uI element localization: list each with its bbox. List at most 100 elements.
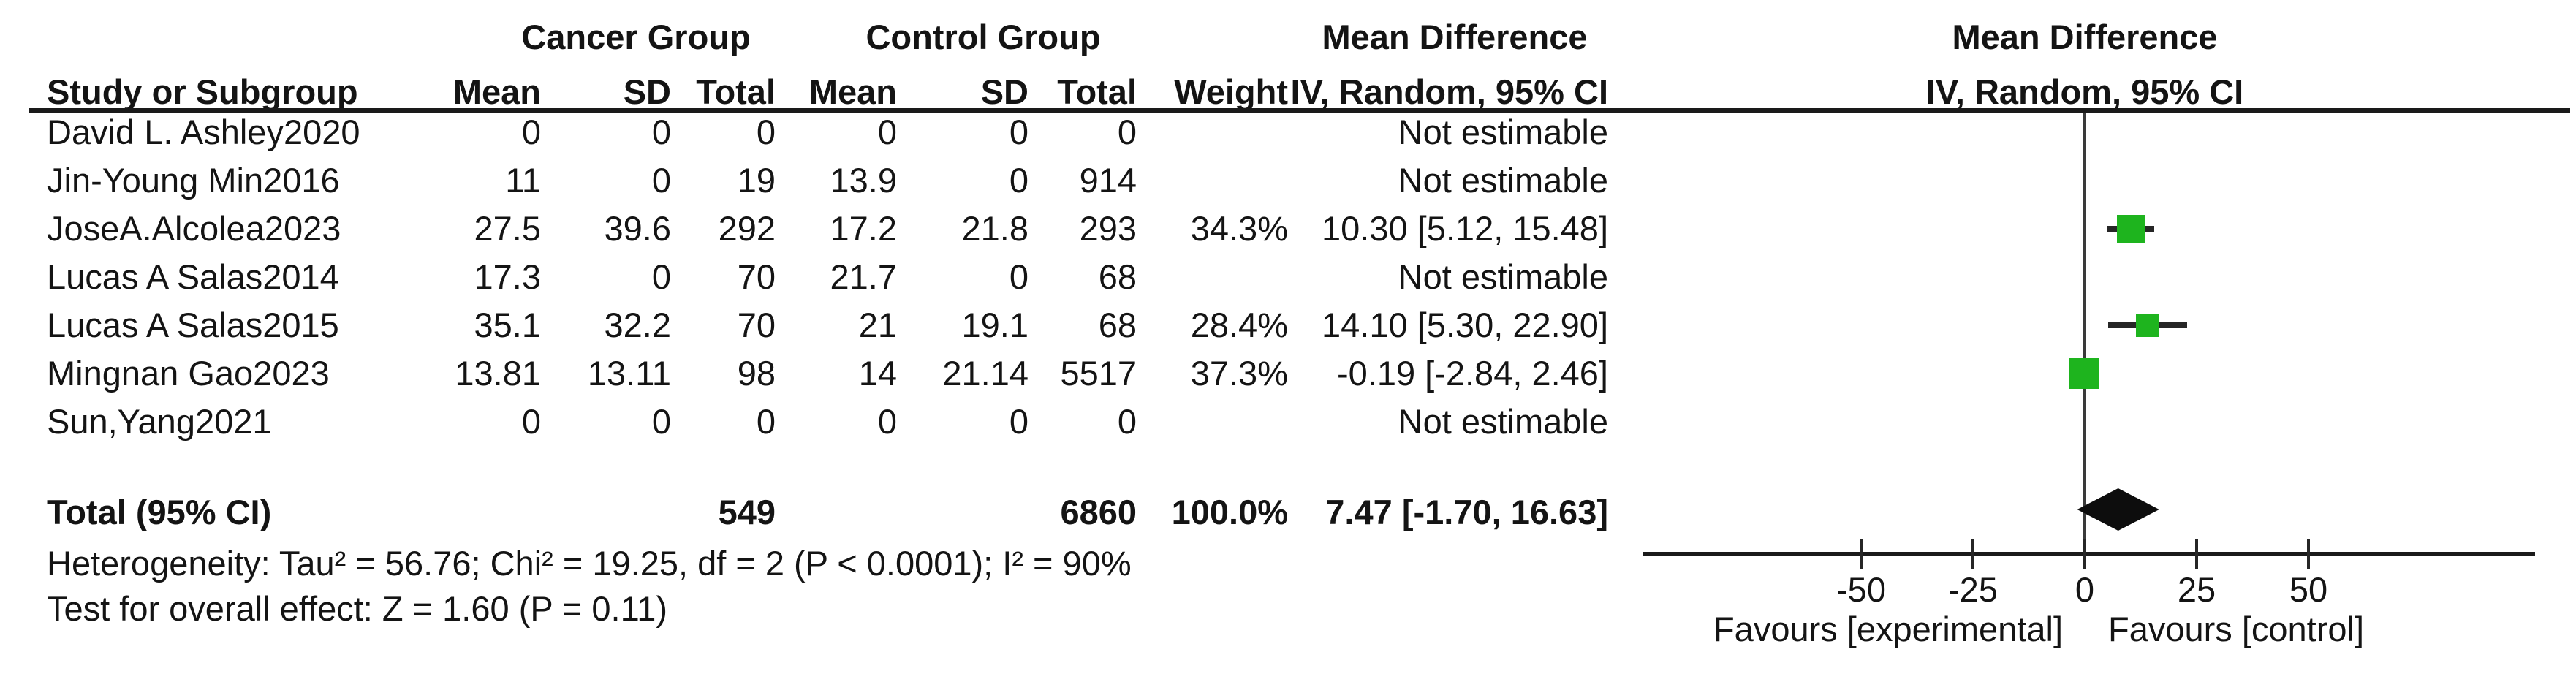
cell-total2: 0 (1117, 113, 1137, 151)
cell-ci: -0.19 [-2.84, 2.46] (1336, 354, 1608, 393)
cell-ci: Not estimable (1398, 257, 1608, 296)
heterogeneity-note: Heterogeneity: Tau² = 56.76; Chi² = 19.2… (47, 544, 1132, 583)
effect-square (2068, 358, 2099, 389)
axis-tick-label: 25 (2177, 570, 2216, 609)
cell-sd1: 0 (651, 402, 671, 441)
cell-sd2: 0 (1009, 257, 1028, 296)
cell-mean1: 0 (521, 402, 541, 441)
cell-mean1: 13.81 (455, 354, 541, 393)
axis-tick-label: 50 (2289, 570, 2328, 609)
study-name: Lucas A Salas2014 (47, 257, 339, 296)
cell-total1: 19 (737, 161, 776, 200)
plot-method: IV, Random, 95% CI (1925, 72, 2244, 111)
study-name: David L. Ashley2020 (47, 113, 360, 151)
cell-ci: 10.30 [5.12, 15.48] (1322, 209, 1608, 248)
x-axis-line (1643, 552, 2535, 556)
cell-sd1: 32.2 (604, 306, 671, 344)
cell-total1: 70 (737, 306, 776, 344)
cell-sd1: 0 (651, 113, 671, 151)
header-rule (29, 108, 2570, 113)
study-name: Mingnan Gao2023 (47, 354, 330, 393)
col-header-1: SD (623, 72, 671, 111)
study-name: JoseA.Alcolea2023 (47, 209, 341, 248)
study-name: Sun,Yang2021 (47, 402, 272, 441)
cell-mean2: 0 (877, 113, 897, 151)
cell-sd2: 21.8 (961, 209, 1028, 248)
cell-mean2: 0 (877, 402, 897, 441)
cell-sd1: 0 (651, 161, 671, 200)
cell-ci: 14.10 [5.30, 22.90] (1322, 306, 1608, 344)
plot-title: Mean Difference (1952, 18, 2218, 56)
col-header-7: IV, Random, 95% CI (1290, 72, 1608, 111)
cell-mean1: 27.5 (474, 209, 541, 248)
cell-ci: Not estimable (1398, 113, 1608, 151)
cell-total1: 70 (737, 257, 776, 296)
cell-sd2: 0 (1009, 113, 1028, 151)
total-control-n: 6860 (1060, 493, 1137, 531)
col-header-6: Weight (1174, 72, 1288, 111)
axis-tick (1971, 539, 1974, 569)
axis-tick-label: 0 (2075, 570, 2095, 609)
cell-total1: 0 (756, 113, 776, 151)
cell-mean2: 21 (858, 306, 897, 344)
cell-ci: Not estimable (1398, 402, 1608, 441)
cell-total1: 98 (737, 354, 776, 393)
summary-diamond (2077, 488, 2159, 531)
col-header-3: Mean (808, 72, 897, 111)
cell-mean1: 17.3 (474, 257, 541, 296)
cell-weight: 37.3% (1190, 354, 1288, 393)
overall-effect-note: Test for overall effect: Z = 1.60 (P = 0… (47, 589, 668, 628)
cell-total1: 0 (756, 402, 776, 441)
cell-total2: 914 (1079, 161, 1137, 200)
cell-mean1: 35.1 (474, 306, 541, 344)
cell-sd2: 21.14 (942, 354, 1028, 393)
axis-tick (2083, 539, 2086, 569)
total-ci: 7.47 [-1.70, 16.63] (1325, 493, 1608, 531)
col-header-study: Study or Subgroup (47, 72, 358, 111)
col-header-0: Mean (452, 72, 541, 111)
cell-total2: 68 (1098, 257, 1137, 296)
cell-ci: Not estimable (1398, 161, 1608, 200)
cell-weight: 28.4% (1190, 306, 1288, 344)
cell-sd1: 0 (651, 257, 671, 296)
col-header-4: SD (980, 72, 1028, 111)
axis-tick (2307, 539, 2310, 569)
cell-mean2: 17.2 (830, 209, 897, 248)
cell-total2: 5517 (1060, 354, 1137, 393)
cell-mean2: 13.9 (830, 161, 897, 200)
group-header-cancer: Cancer Group (521, 18, 751, 56)
total-label: Total (95% CI) (47, 493, 272, 531)
cell-weight: 34.3% (1190, 209, 1288, 248)
col-header-5: Total (1057, 72, 1137, 111)
cell-total2: 68 (1098, 306, 1137, 344)
group-header-control: Control Group (865, 18, 1101, 56)
cell-total2: 293 (1079, 209, 1137, 248)
cell-sd2: 19.1 (961, 306, 1028, 344)
cell-mean2: 21.7 (830, 257, 897, 296)
cell-sd1: 39.6 (604, 209, 671, 248)
total-weight: 100.0% (1171, 493, 1288, 531)
axis-tick-label: -50 (1836, 570, 1886, 609)
axis-tick (2195, 539, 2198, 569)
cell-mean1: 0 (521, 113, 541, 151)
cell-mean2: 14 (858, 354, 897, 393)
effect-square (2117, 215, 2145, 243)
axis-tick-label: -25 (1948, 570, 1998, 609)
cell-total2: 0 (1117, 402, 1137, 441)
favours-left-label: Favours [experimental] (1713, 610, 2064, 648)
cell-sd2: 0 (1009, 402, 1028, 441)
favours-right-label: Favours [control] (2107, 610, 2365, 648)
cell-mean1: 11 (505, 161, 541, 200)
study-name: Lucas A Salas2015 (47, 306, 339, 344)
col-header-2: Total (696, 72, 776, 111)
cell-total1: 292 (718, 209, 776, 248)
total-cancer-n: 549 (718, 493, 776, 531)
cell-sd1: 13.11 (587, 354, 671, 393)
zero-line (2083, 113, 2086, 554)
study-name: Jin-Young Min2016 (47, 161, 340, 200)
effect-square (2136, 314, 2160, 337)
axis-tick (1860, 539, 1863, 569)
cell-sd2: 0 (1009, 161, 1028, 200)
md-column-title: Mean Difference (1322, 18, 1588, 56)
